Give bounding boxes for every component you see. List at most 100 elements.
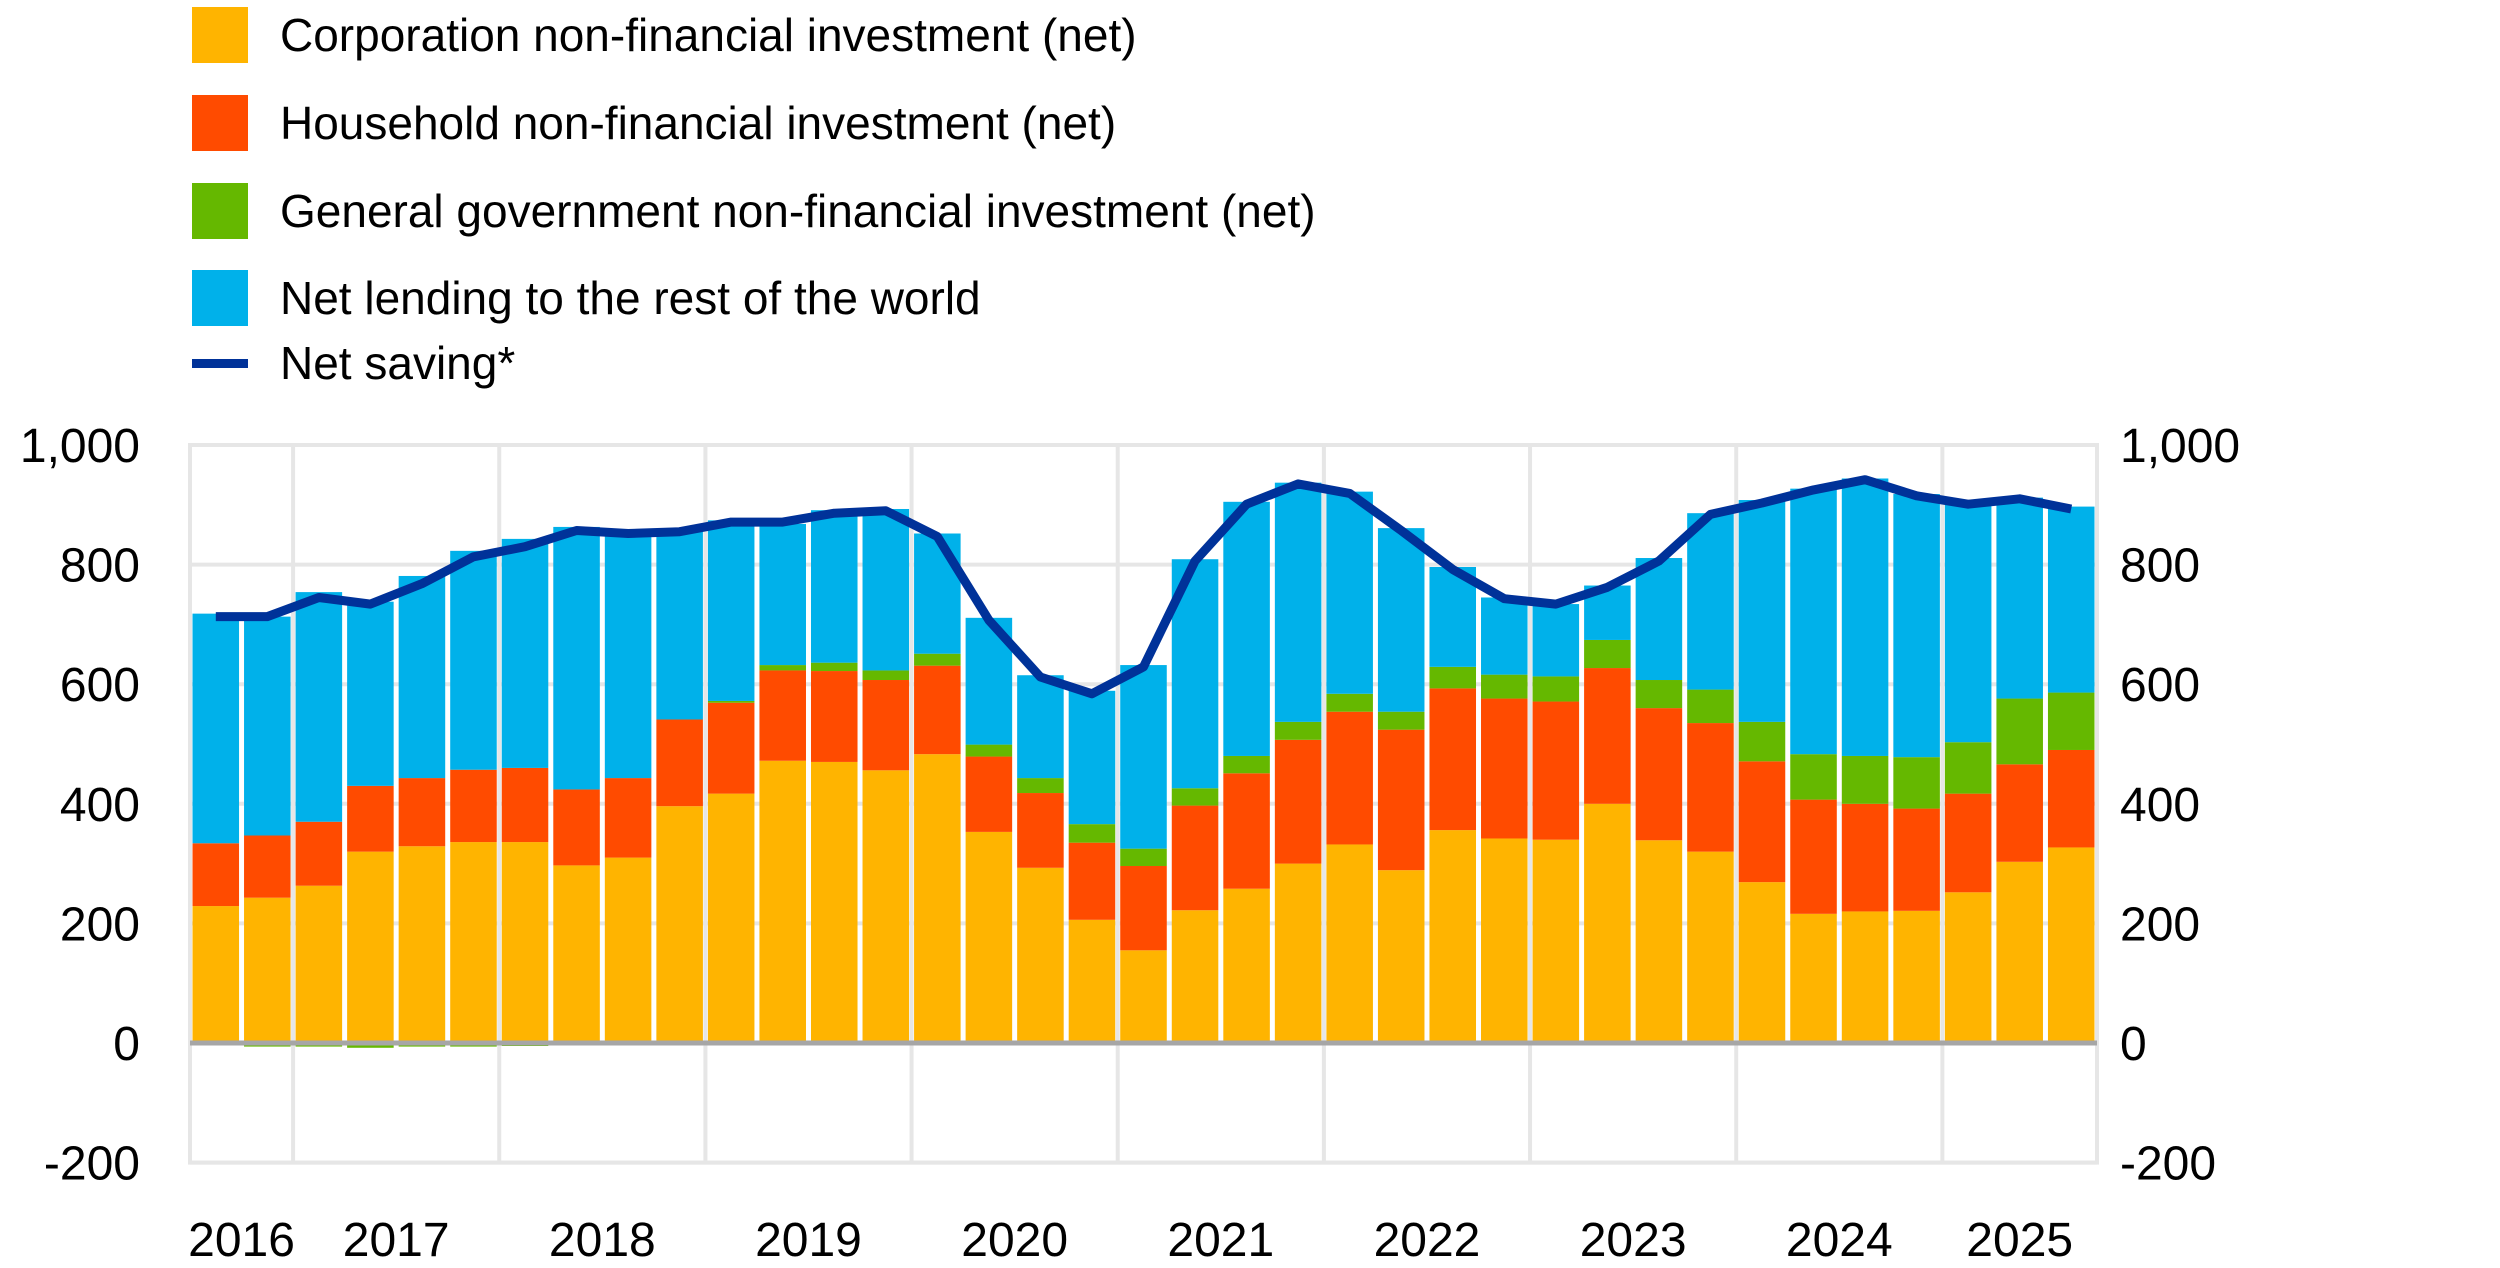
bar-corporation-non-financial-investment-net — [1481, 838, 1528, 1043]
x-tick-label: 2017 — [343, 1214, 450, 1267]
bar-household-non-financial-investment-net — [1326, 711, 1373, 845]
y-axis-left: -200 0 200 400 600 800 1,000 — [20, 420, 140, 1191]
legend-label-net-saving: Net saving* — [280, 337, 516, 389]
bar-corporation-non-financial-investment-net — [604, 857, 652, 1043]
bar-corporation-non-financial-investment-net — [1687, 851, 1734, 1043]
bar-corporation-non-financial-investment-net — [914, 754, 961, 1043]
bar-household-non-financial-investment-net — [1996, 764, 2043, 862]
bar-net-lending-to-the-rest-of-the-world — [707, 520, 755, 701]
bar-general-government-non-financial-investment-net — [1171, 788, 1219, 806]
y-tick-label-left: 600 — [60, 659, 140, 712]
bar-net-lending-to-the-rest-of-the-world — [2047, 506, 2095, 693]
bar-general-government-non-financial-investment-net — [707, 700, 755, 703]
bar-household-non-financial-investment-net — [1068, 842, 1116, 920]
bar-corporation-non-financial-investment-net — [1429, 830, 1477, 1043]
bar-net-lending-to-the-rest-of-the-world — [862, 508, 910, 671]
bar-household-non-financial-investment-net — [1120, 865, 1167, 951]
net-saving-line — [215, 475, 2073, 699]
bar-net-lending-to-the-rest-of-the-world — [1429, 566, 1477, 667]
bar-net-lending-to-the-rest-of-the-world — [1944, 504, 1992, 743]
x-tick-label: 2025 — [1966, 1214, 2073, 1267]
bar-general-government-non-financial-investment-net — [1377, 711, 1425, 730]
bar-corporation-non-financial-investment-net — [965, 831, 1013, 1043]
bar-net-lending-to-the-rest-of-the-world — [1532, 604, 1580, 677]
x-tick-label: 2021 — [1167, 1214, 1274, 1267]
bar-corporation-non-financial-investment-net — [2047, 847, 2095, 1043]
bar-general-government-non-financial-investment-net — [914, 653, 961, 666]
bar-general-government-non-financial-investment-net — [1326, 693, 1373, 712]
bar-household-non-financial-investment-net — [707, 702, 755, 794]
bar-net-lending-to-the-rest-of-the-world — [1841, 478, 1889, 756]
bar-general-government-non-financial-investment-net — [810, 662, 858, 672]
bar-net-lending-to-the-rest-of-the-world — [244, 616, 291, 836]
y-tick-label-left: 1,000 — [20, 420, 140, 473]
bar-corporation-non-financial-investment-net — [398, 846, 446, 1043]
bar-household-non-financial-investment-net — [1944, 793, 1992, 893]
bar-corporation-non-financial-investment-net — [1996, 861, 2043, 1043]
bar-household-non-financial-investment-net — [1532, 701, 1580, 840]
legend-line-net-saving — [192, 359, 248, 368]
bar-net-lending-to-the-rest-of-the-world — [450, 550, 497, 770]
y-tick-label-left: 800 — [60, 540, 140, 593]
bar-household-non-financial-investment-net — [1841, 803, 1889, 912]
bar-general-government-non-financial-investment-net — [2047, 692, 2095, 750]
bar-net-lending-to-the-rest-of-the-world — [656, 531, 703, 720]
bar-household-non-financial-investment-net — [398, 778, 446, 847]
bar-corporation-non-financial-investment-net — [862, 770, 910, 1043]
bar-general-government-non-financial-investment-net — [1944, 742, 1992, 794]
legend-swatch-net-lending — [192, 270, 248, 326]
bar-household-non-financial-investment-net — [862, 680, 910, 771]
bar-corporation-non-financial-investment-net — [450, 842, 497, 1043]
x-tick-label: 2016 — [188, 1214, 295, 1267]
bar-household-non-financial-investment-net — [1635, 708, 1683, 841]
x-tick-label: 2018 — [549, 1214, 656, 1267]
bar-household-non-financial-investment-net — [914, 665, 961, 755]
bar-corporation-non-financial-investment-net — [1532, 839, 1580, 1043]
bar-general-government-non-financial-investment-net — [1481, 674, 1528, 699]
y-tick-label-right: 800 — [2120, 540, 2200, 593]
y-tick-label-left: -200 — [44, 1138, 140, 1191]
bar-corporation-non-financial-investment-net — [1944, 892, 1992, 1043]
bar-net-lending-to-the-rest-of-the-world — [1377, 528, 1425, 712]
bar-general-government-non-financial-investment-net — [1532, 676, 1580, 702]
bar-household-non-financial-investment-net — [1738, 761, 1786, 883]
bar-household-non-financial-investment-net — [2047, 749, 2095, 848]
bar-corporation-non-financial-investment-net — [295, 885, 343, 1043]
bar-household-non-financial-investment-net — [810, 671, 858, 762]
bars — [192, 478, 2095, 1048]
x-tick-label: 2019 — [755, 1214, 862, 1267]
bar-household-non-financial-investment-net — [1017, 793, 1064, 868]
bar-household-non-financial-investment-net — [656, 719, 703, 807]
bar-household-non-financial-investment-net — [759, 670, 806, 761]
bar-household-non-financial-investment-net — [553, 789, 600, 866]
x-tick-label: 2023 — [1580, 1214, 1687, 1267]
bar-general-government-non-financial-investment-net — [1841, 755, 1889, 804]
bar-corporation-non-financial-investment-net — [707, 793, 755, 1043]
bar-general-government-non-financial-investment-net — [1996, 698, 2043, 765]
bar-household-non-financial-investment-net — [1790, 799, 1837, 914]
bar-net-lending-to-the-rest-of-the-world — [347, 601, 394, 786]
y-tick-label-left: 200 — [60, 898, 140, 951]
bar-household-non-financial-investment-net — [1429, 688, 1477, 831]
y-tick-label-left: 0 — [113, 1018, 140, 1071]
bar-corporation-non-financial-investment-net — [1377, 870, 1425, 1043]
bar-general-government-non-financial-investment-net — [862, 670, 910, 681]
bar-household-non-financial-investment-net — [1687, 723, 1734, 852]
bar-corporation-non-financial-investment-net — [501, 842, 549, 1043]
bar-general-government-non-financial-investment-net — [1017, 778, 1064, 794]
bar-corporation-non-financial-investment-net — [810, 761, 858, 1043]
bar-net-lending-to-the-rest-of-the-world — [1893, 494, 1940, 758]
bar-corporation-non-financial-investment-net — [1017, 867, 1064, 1043]
bar-net-lending-to-the-rest-of-the-world — [1017, 675, 1064, 779]
bar-household-non-financial-investment-net — [1223, 773, 1270, 889]
y-tick-label-right: 0 — [2120, 1018, 2147, 1071]
bar-general-government-non-financial-investment-net — [1790, 754, 1837, 800]
bar-general-government-non-financial-investment-net — [1584, 639, 1631, 669]
bar-corporation-non-financial-investment-net — [1584, 803, 1631, 1043]
bar-household-non-financial-investment-net — [192, 843, 240, 907]
bar-household-non-financial-investment-net — [244, 835, 291, 898]
bar-corporation-non-financial-investment-net — [1635, 840, 1683, 1043]
legend-swatch-household — [192, 95, 248, 151]
bar-corporation-non-financial-investment-net — [192, 906, 240, 1043]
